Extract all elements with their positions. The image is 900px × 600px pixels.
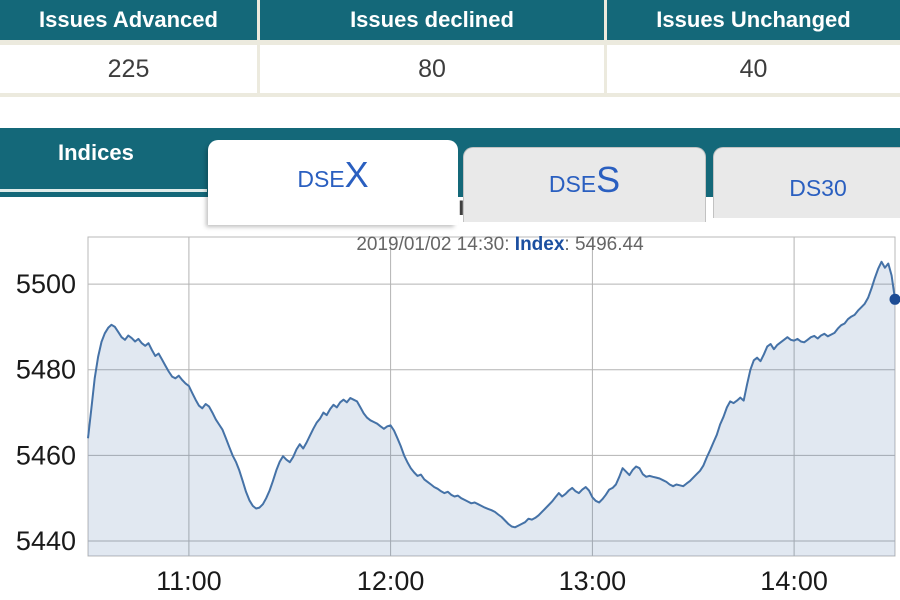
strip-groove-line (0, 189, 207, 192)
x-axis-label: 11:00 (156, 566, 222, 596)
tab-ds30[interactable]: DS30 (713, 147, 900, 218)
subtitle-index-label: Index (514, 234, 565, 255)
header-issues-advanced: Issues Advanced (0, 0, 260, 45)
y-axis-label: 5500 (16, 269, 76, 299)
plot-border (87, 236, 896, 557)
subtitle-index-value: : 5496.44 (564, 234, 644, 255)
y-axis-label: 5440 (16, 526, 76, 556)
table-header-row: Issues Advanced Issues declined Issues U… (0, 0, 900, 45)
tab-ds30-prefix: DS30 (789, 175, 847, 201)
chart-subtitle: 2019/01/02 14:30: Index: 5496.44 (300, 234, 700, 256)
last-point-marker (889, 293, 900, 305)
tab-dsex[interactable]: DSEX (208, 140, 458, 225)
header-issues-unchanged: Issues Unchanged (607, 0, 900, 45)
table-value-row: 225 80 40 (0, 45, 900, 97)
value-issues-declined: 80 (260, 45, 607, 97)
indices-label: Indices (58, 140, 134, 165)
tab-dses[interactable]: DSES (463, 147, 706, 222)
tab-dses-suffix: S (596, 159, 621, 200)
header-issues-declined: Issues declined (260, 0, 607, 45)
tab-dsex-prefix: DSE (297, 166, 345, 192)
value-issues-advanced: 225 (0, 45, 260, 97)
subtitle-datetime: 2019/01/02 14:30: (356, 234, 510, 255)
y-axis-label: 5480 (16, 355, 76, 385)
x-axis-label: 13:00 (559, 566, 627, 596)
tab-dses-prefix: DSE (548, 171, 597, 197)
tab-dsex-suffix: X (344, 154, 369, 195)
index-line (87, 260, 896, 529)
x-axis-label: 14:00 (760, 566, 828, 596)
x-axis-label: 12:00 (357, 566, 425, 596)
y-axis-label: 5460 (16, 440, 76, 470)
value-issues-unchanged: 40 (607, 45, 900, 97)
area-fill (88, 261, 895, 556)
issues-summary-table: Issues Advanced Issues declined Issues U… (0, 0, 900, 97)
